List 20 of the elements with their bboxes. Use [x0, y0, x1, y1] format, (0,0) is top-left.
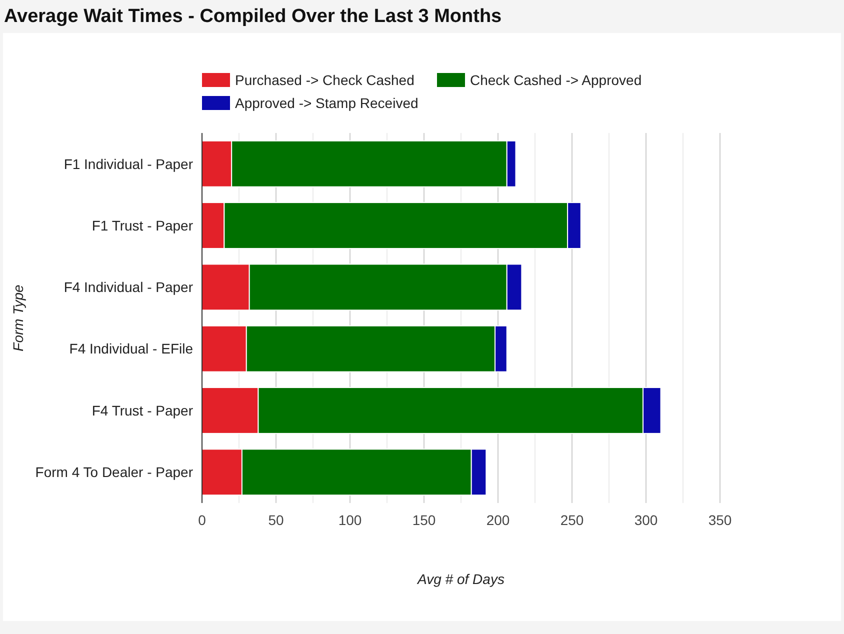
- x-tick-label: 350: [708, 512, 732, 528]
- x-tick-label: 200: [486, 512, 510, 528]
- chart-title: Average Wait Times - Compiled Over the Last 3 Months: [4, 6, 502, 27]
- y-tick-label: F1 Individual - Paper: [64, 156, 194, 172]
- y-tick-label: F4 Individual - EFile: [69, 340, 194, 357]
- legend-label: Approved -> Stamp Received: [235, 94, 418, 111]
- x-axis-title: Avg # of Days: [416, 571, 504, 587]
- x-tick-label: 0: [198, 512, 206, 528]
- y-tick-label: F1 Trust - Paper: [92, 217, 194, 234]
- x-tick-label: 50: [268, 512, 284, 528]
- y-tick-label: F4 Individual - Paper: [64, 279, 194, 296]
- x-tick-label: 100: [338, 512, 362, 528]
- y-tick-label: F4 Trust - Paper: [92, 402, 194, 418]
- legend-label: Check Cashed -> Approved: [470, 72, 642, 88]
- y-tick-label: Form 4 To Dealer - Paper: [35, 464, 194, 480]
- legend-label: Purchased -> Check Cashed: [235, 72, 414, 88]
- x-tick-label: 300: [634, 512, 658, 528]
- y-axis-title: Form Type: [10, 284, 26, 352]
- x-tick-label: 150: [412, 512, 436, 528]
- x-tick-label: 250: [560, 512, 584, 528]
